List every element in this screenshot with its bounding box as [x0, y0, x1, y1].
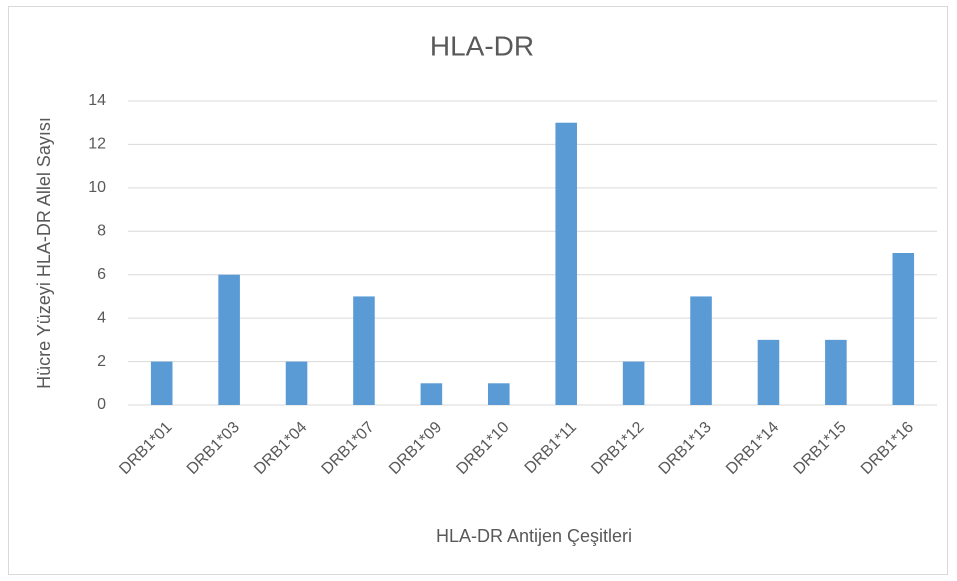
- bar: [218, 274, 240, 405]
- bar: [285, 361, 308, 405]
- y-tick-label: 14: [88, 92, 106, 109]
- y-axis-title: Hücre Yüzeyi HLA-DR Allel Sayısı: [34, 117, 54, 389]
- bar: [757, 339, 780, 405]
- y-tick-label: 0: [97, 396, 106, 413]
- y-tick-label: 8: [97, 223, 106, 240]
- bar: [622, 361, 645, 405]
- bar: [353, 296, 375, 405]
- y-tick-label: 12: [88, 136, 106, 153]
- bar: [690, 296, 712, 405]
- chart-border: [8, 6, 948, 575]
- x-axis-title: HLA-DR Antijen Çeşitleri: [436, 526, 632, 546]
- bar: [488, 383, 510, 405]
- y-tick-label: 6: [97, 266, 106, 283]
- bar: [825, 339, 847, 405]
- y-tick-label: 4: [97, 309, 106, 326]
- y-tick-label: 2: [97, 353, 106, 370]
- chart-title: HLA-DR: [430, 30, 534, 61]
- bar: [420, 383, 443, 405]
- bar: [892, 253, 915, 405]
- bar: [150, 361, 173, 405]
- bar: [555, 122, 577, 405]
- y-tick-label: 10: [88, 179, 106, 196]
